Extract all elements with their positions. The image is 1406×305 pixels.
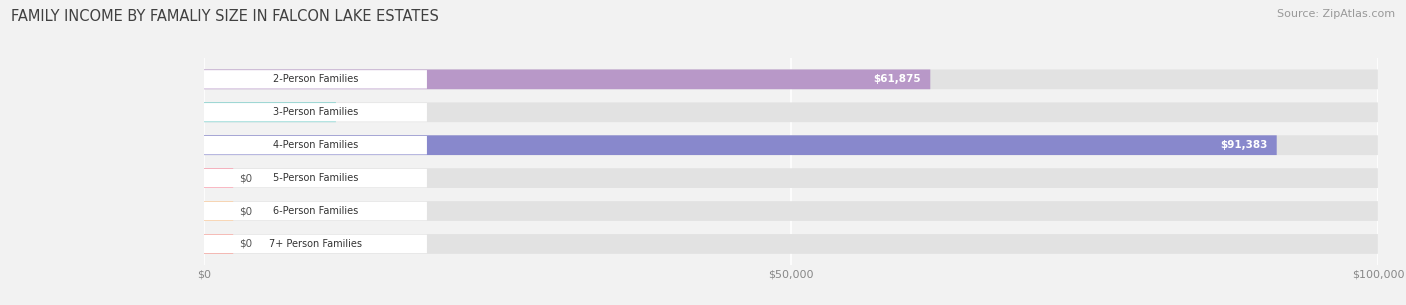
FancyBboxPatch shape [204, 103, 427, 121]
Text: 4-Person Families: 4-Person Families [273, 140, 359, 150]
Text: Source: ZipAtlas.com: Source: ZipAtlas.com [1277, 9, 1395, 19]
FancyBboxPatch shape [204, 102, 1378, 122]
FancyBboxPatch shape [204, 234, 233, 254]
Text: FAMILY INCOME BY FAMALIY SIZE IN FALCON LAKE ESTATES: FAMILY INCOME BY FAMALIY SIZE IN FALCON … [11, 9, 439, 24]
FancyBboxPatch shape [204, 102, 336, 122]
Text: $0: $0 [239, 173, 252, 183]
FancyBboxPatch shape [204, 135, 1378, 155]
Text: 7+ Person Families: 7+ Person Families [269, 239, 361, 249]
FancyBboxPatch shape [204, 202, 427, 220]
FancyBboxPatch shape [204, 234, 1378, 254]
FancyBboxPatch shape [204, 168, 1378, 188]
Text: 2-Person Families: 2-Person Families [273, 74, 359, 84]
FancyBboxPatch shape [204, 201, 1378, 221]
Text: $91,383: $91,383 [1220, 140, 1267, 150]
FancyBboxPatch shape [204, 168, 233, 188]
FancyBboxPatch shape [204, 70, 1378, 89]
FancyBboxPatch shape [204, 169, 427, 187]
FancyBboxPatch shape [204, 70, 931, 89]
FancyBboxPatch shape [204, 201, 233, 221]
FancyBboxPatch shape [204, 135, 1277, 155]
Text: $61,875: $61,875 [873, 74, 921, 84]
FancyBboxPatch shape [204, 70, 427, 88]
Text: $11,250: $11,250 [278, 107, 326, 117]
Text: $0: $0 [239, 239, 252, 249]
Text: 6-Person Families: 6-Person Families [273, 206, 359, 216]
Text: 5-Person Families: 5-Person Families [273, 173, 359, 183]
FancyBboxPatch shape [204, 235, 427, 253]
Text: $0: $0 [239, 206, 252, 216]
FancyBboxPatch shape [204, 136, 427, 154]
Text: 3-Person Families: 3-Person Families [273, 107, 359, 117]
